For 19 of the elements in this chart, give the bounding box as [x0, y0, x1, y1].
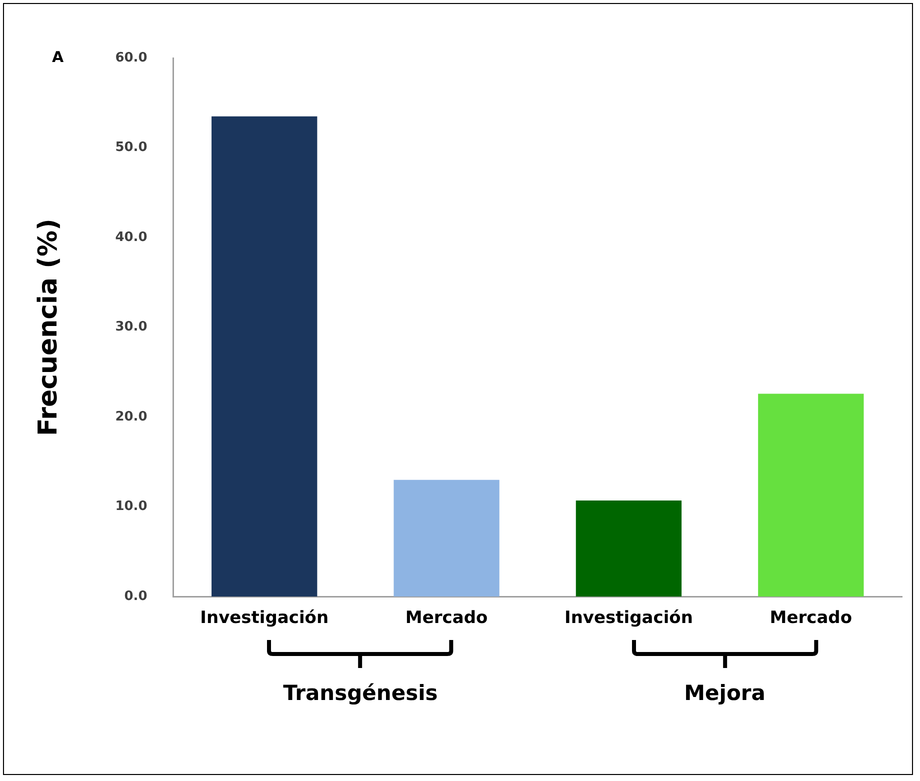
chart-title: A [52, 48, 64, 66]
bar [212, 116, 318, 597]
y-tick-label: 60.0 [115, 50, 148, 66]
y-tick-label: 50.0 [115, 140, 148, 156]
x-tick-label: Investigación [200, 608, 329, 628]
x-tick-label: Investigación [564, 608, 693, 628]
text: Mejora [684, 680, 766, 705]
bar [394, 480, 500, 597]
y-tick-label: 10.0 [115, 499, 148, 514]
y-tick-label: 30.0 [115, 320, 148, 335]
x-tick-label: Mercado [405, 608, 488, 628]
text: Transgénesis [283, 680, 438, 705]
y-tick-label: 20.0 [115, 409, 148, 424]
y-tick-label: 0.0 [124, 588, 148, 604]
bar [576, 500, 682, 597]
y-axis-title: Frecuencia (%) [33, 218, 64, 436]
x-tick-label: Mercado [770, 608, 852, 628]
y-tick-label: 40.0 [115, 230, 148, 245]
bar [758, 394, 864, 597]
